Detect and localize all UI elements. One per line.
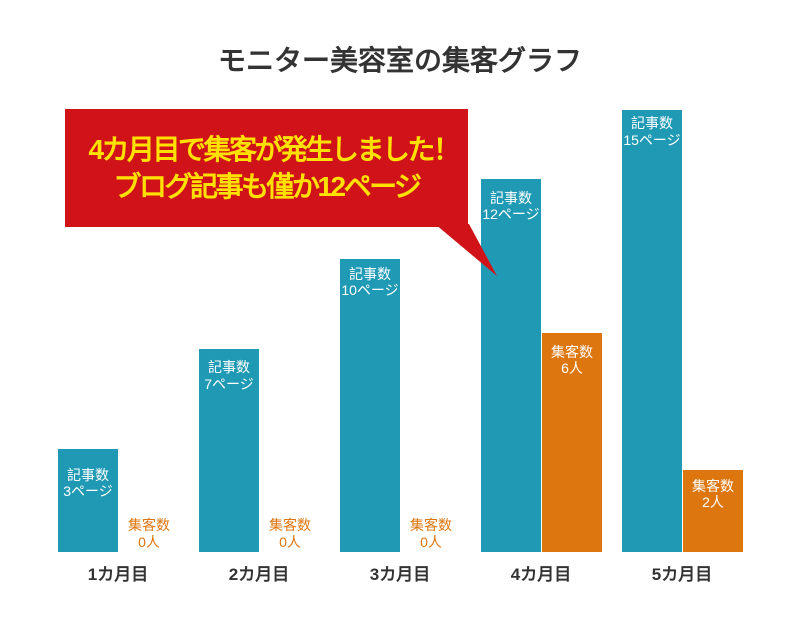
visitors-zero-label-month-3-line-1: 集客数 — [410, 517, 452, 533]
x-axis-label-month-3: 3カ月目 — [369, 565, 431, 584]
articles-bar-label-month-2-line-2: 7ページ — [204, 375, 254, 392]
articles-bar-month-5 — [622, 110, 682, 552]
visitors-zero-label-month-2-line-1: 集客数 — [269, 517, 311, 533]
visitors-bar-label-month-5: 集客数 2人 — [673, 478, 753, 511]
x-axis-label-month-5: 5カ月目 — [651, 565, 713, 584]
visitors-zero-label-month-2-line-2: 0人 — [279, 534, 301, 550]
callout-tail — [435, 224, 497, 276]
visitors-bar-label-month-4-line-2: 6人 — [561, 360, 583, 376]
callout-bubble: 4カ月目で集客が発生しました！ ブログ記事も僅か12ページ — [65, 109, 468, 227]
visitors-zero-label-month-1-line-2: 0人 — [138, 534, 160, 550]
articles-bar-label-month-4-line-1: 記事数 — [490, 189, 532, 206]
visitors-bar-label-month-5-line-1: 集客数 — [692, 477, 734, 494]
visitors-zero-label-month-1: 集客数 0人 — [109, 517, 189, 551]
articles-bar-month-3 — [340, 259, 400, 552]
visitors-bar-month-4 — [542, 332, 602, 552]
callout-line-1: 4カ月目で集客が発生しました！ — [88, 133, 461, 165]
articles-bar-label-month-4-line-2: 12ページ — [482, 206, 540, 222]
chart-title: モニター美容室の集客グラフ — [217, 45, 582, 76]
articles-bar-label-month-1-line-2: 3ページ — [63, 483, 113, 499]
articles-bar-label-month-5: 記事数 15ページ — [612, 115, 692, 148]
visitors-zero-label-month-1-line-1: 集客数 — [128, 517, 170, 533]
articles-bar-label-month-2: 記事数 7ページ — [189, 359, 269, 392]
visitors-zero-label-month-3: 集客数 0人 — [391, 517, 471, 551]
visitors-bar-label-month-4: 集客数 6人 — [532, 344, 612, 377]
articles-bar-label-month-3-line-1: 記事数 — [349, 265, 391, 282]
visitors-zero-label-month-3-line-2: 0人 — [420, 534, 442, 550]
articles-bar-label-month-5-line-1: 記事数 — [631, 115, 673, 131]
articles-bar-label-month-4: 記事数 12ページ — [471, 190, 551, 223]
articles-bar-label-month-3-line-2: 10ページ — [341, 282, 399, 298]
articles-bar-month-4 — [481, 178, 541, 552]
callout-line-2: ブログ記事も僅か12ページ — [113, 171, 422, 202]
articles-bar-month-2 — [199, 348, 259, 552]
articles-bar-label-month-1: 記事数 3ページ — [48, 467, 128, 500]
x-axis-label-month-2: 2カ月目 — [228, 565, 290, 584]
articles-bar-label-month-5-line-2: 15ページ — [623, 131, 681, 148]
articles-bar-label-month-1-line-1: 記事数 — [67, 466, 109, 483]
x-axis-label-month-4: 4カ月目 — [510, 565, 572, 584]
visitors-zero-label-month-2: 集客数 0人 — [250, 517, 330, 551]
articles-bar-month-1 — [58, 449, 118, 552]
x-axis-label-month-1: 1カ月目 — [87, 565, 149, 584]
articles-bar-label-month-3: 記事数 10ページ — [330, 266, 410, 299]
visitors-bar-label-month-4-line-1: 集客数 — [551, 343, 593, 360]
visitors-bar-month-5 — [683, 470, 743, 552]
articles-bar-label-month-2-line-1: 記事数 — [208, 359, 250, 375]
visitors-bar-label-month-5-line-2: 2人 — [702, 494, 724, 510]
